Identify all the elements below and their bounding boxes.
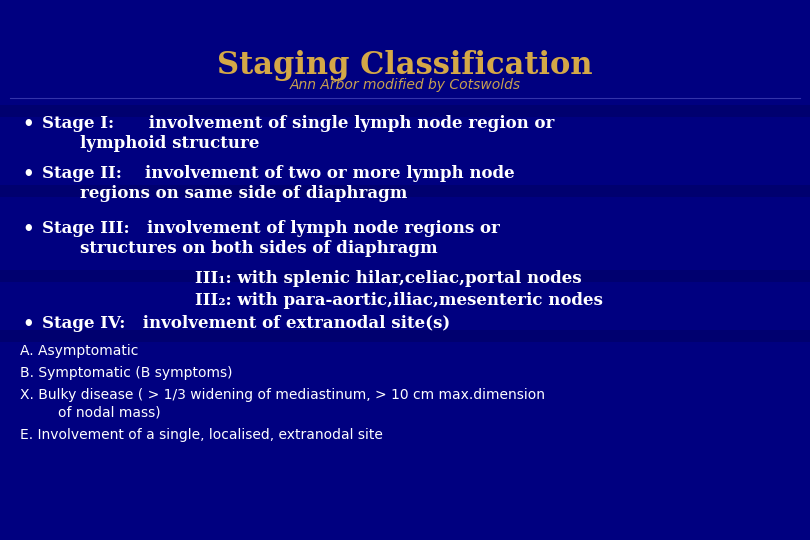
Bar [0,270,810,282]
Text: B. Symptomatic (B symptoms): B. Symptomatic (B symptoms) [20,366,232,380]
Text: III₁: with splenic hilar,celiac,portal nodes: III₁: with splenic hilar,celiac,portal n… [195,270,582,287]
Bar [0,330,810,342]
Text: Stage IV:   involvement of extranodal site(s): Stage IV: involvement of extranodal site… [42,315,450,332]
Text: •: • [22,165,34,183]
Text: structures on both sides of diaphragm: structures on both sides of diaphragm [80,240,437,257]
Text: E. Involvement of a single, localised, extranodal site: E. Involvement of a single, localised, e… [20,428,383,442]
Bar [0,185,810,197]
Text: •: • [22,115,34,133]
Text: Stage III:   involvement of lymph node regions or: Stage III: involvement of lymph node reg… [42,220,500,237]
Text: Staging Classification: Staging Classification [217,50,593,81]
Text: X. Bulky disease ( > 1/3 widening of mediastinum, > 10 cm max.dimension: X. Bulky disease ( > 1/3 widening of med… [20,388,545,402]
Bar [0,105,810,117]
Text: Stage II:    involvement of two or more lymph node: Stage II: involvement of two or more lym… [42,165,514,182]
Text: Ann Arbor modified by Cotswolds: Ann Arbor modified by Cotswolds [289,78,521,92]
Text: regions on same side of diaphragm: regions on same side of diaphragm [80,185,407,202]
Text: lymphoid structure: lymphoid structure [80,135,259,152]
Text: •: • [22,220,34,238]
Text: A. Asymptomatic: A. Asymptomatic [20,344,139,358]
Text: III₂: with para-aortic,iliac,mesenteric nodes: III₂: with para-aortic,iliac,mesenteric … [195,292,603,309]
Text: Stage I:      involvement of single lymph node region or: Stage I: involvement of single lymph nod… [42,115,554,132]
Text: of nodal mass): of nodal mass) [58,406,160,420]
Text: •: • [22,315,34,333]
